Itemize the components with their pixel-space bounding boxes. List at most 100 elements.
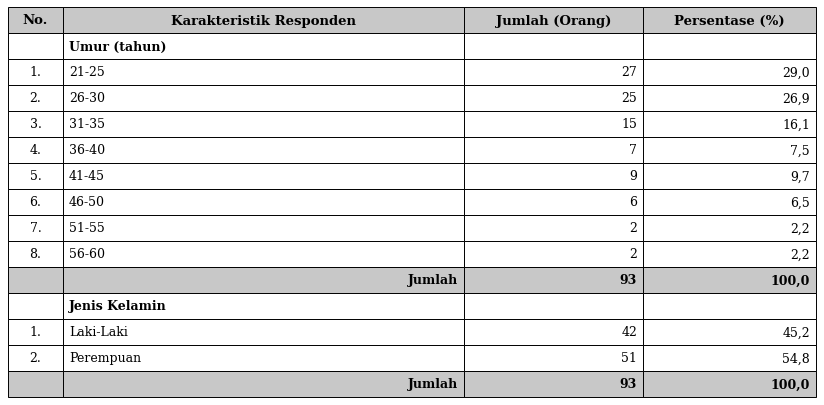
Text: 9: 9 [630,170,637,183]
Text: 7: 7 [630,144,637,157]
Text: 6: 6 [629,196,637,209]
Text: 31-35: 31-35 [69,118,105,131]
Bar [643,371,816,397]
Bar [643,60,816,86]
Bar [63,319,464,345]
Bar [8,190,63,215]
Text: 2,2: 2,2 [790,222,810,235]
Bar [464,345,643,371]
Bar [63,112,464,138]
Text: Laki-Laki: Laki-Laki [69,326,128,339]
Bar [643,215,816,241]
Bar [643,267,816,293]
Bar [63,190,464,215]
Bar [8,293,63,319]
Bar [8,371,63,397]
Bar [643,164,816,190]
Text: 1.: 1. [30,326,41,339]
Bar [464,293,643,319]
Bar [8,267,63,293]
Text: Umur (tahun): Umur (tahun) [69,40,166,53]
Bar [63,215,464,241]
Bar [63,138,464,164]
Bar [464,267,643,293]
Text: 9,7: 9,7 [790,170,810,183]
Bar [464,371,643,397]
Bar [643,319,816,345]
Text: 7.: 7. [30,222,41,235]
Bar [8,86,63,112]
Bar [8,319,63,345]
Text: 42: 42 [621,326,637,339]
Text: 26,9: 26,9 [782,92,810,105]
Bar [63,267,464,293]
Text: 6.: 6. [30,196,41,209]
Text: 51-55: 51-55 [69,222,105,235]
Text: 4.: 4. [30,144,41,157]
Text: 45,2: 45,2 [782,326,810,339]
Bar [63,345,464,371]
Text: 8.: 8. [30,248,41,261]
Text: 2,2: 2,2 [790,248,810,261]
Text: 29,0: 29,0 [782,66,810,79]
Bar [464,112,643,138]
Bar [8,34,63,60]
Text: 100,0: 100,0 [770,377,810,390]
Text: No.: No. [23,15,48,28]
Bar [643,345,816,371]
Bar [8,60,63,86]
Bar [8,164,63,190]
Text: 93: 93 [620,274,637,287]
Text: 2.: 2. [30,92,41,105]
Text: 2.: 2. [30,352,41,365]
Text: 15: 15 [621,118,637,131]
Bar [464,164,643,190]
Bar [643,112,816,138]
Bar [464,34,643,60]
Text: 1.: 1. [30,66,41,79]
Bar [643,86,816,112]
Bar [643,138,816,164]
Bar [63,86,464,112]
Bar [464,8,643,34]
Bar [63,60,464,86]
Text: 5.: 5. [30,170,41,183]
Text: 7,5: 7,5 [790,144,810,157]
Bar [464,138,643,164]
Text: Persentase (%): Persentase (%) [674,15,784,28]
Bar [63,34,464,60]
Bar [464,60,643,86]
Bar [63,164,464,190]
Text: 2: 2 [630,248,637,261]
Text: 26-30: 26-30 [69,92,105,105]
Bar [464,241,643,267]
Text: 27: 27 [621,66,637,79]
Text: 6,5: 6,5 [790,196,810,209]
Text: Jumlah: Jumlah [407,377,457,390]
Text: 2: 2 [630,222,637,235]
Text: 21-25: 21-25 [69,66,105,79]
Text: Jumlah: Jumlah [407,274,457,287]
Bar [464,319,643,345]
Text: Perempuan: Perempuan [69,352,141,365]
Bar [8,241,63,267]
Bar [8,112,63,138]
Bar [63,371,464,397]
Bar [8,345,63,371]
Bar [63,241,464,267]
Text: Jumlah (Orang): Jumlah (Orang) [496,15,611,28]
Text: Karakteristik Responden: Karakteristik Responden [171,15,356,28]
Text: 56-60: 56-60 [69,248,105,261]
Text: 16,1: 16,1 [782,118,810,131]
Bar [643,190,816,215]
Text: 3.: 3. [30,118,41,131]
Bar [8,8,63,34]
Bar [643,8,816,34]
Bar [643,293,816,319]
Bar [63,293,464,319]
Text: 51: 51 [621,352,637,365]
Text: 41-45: 41-45 [69,170,105,183]
Bar [8,215,63,241]
Bar [63,8,464,34]
Text: 25: 25 [621,92,637,105]
